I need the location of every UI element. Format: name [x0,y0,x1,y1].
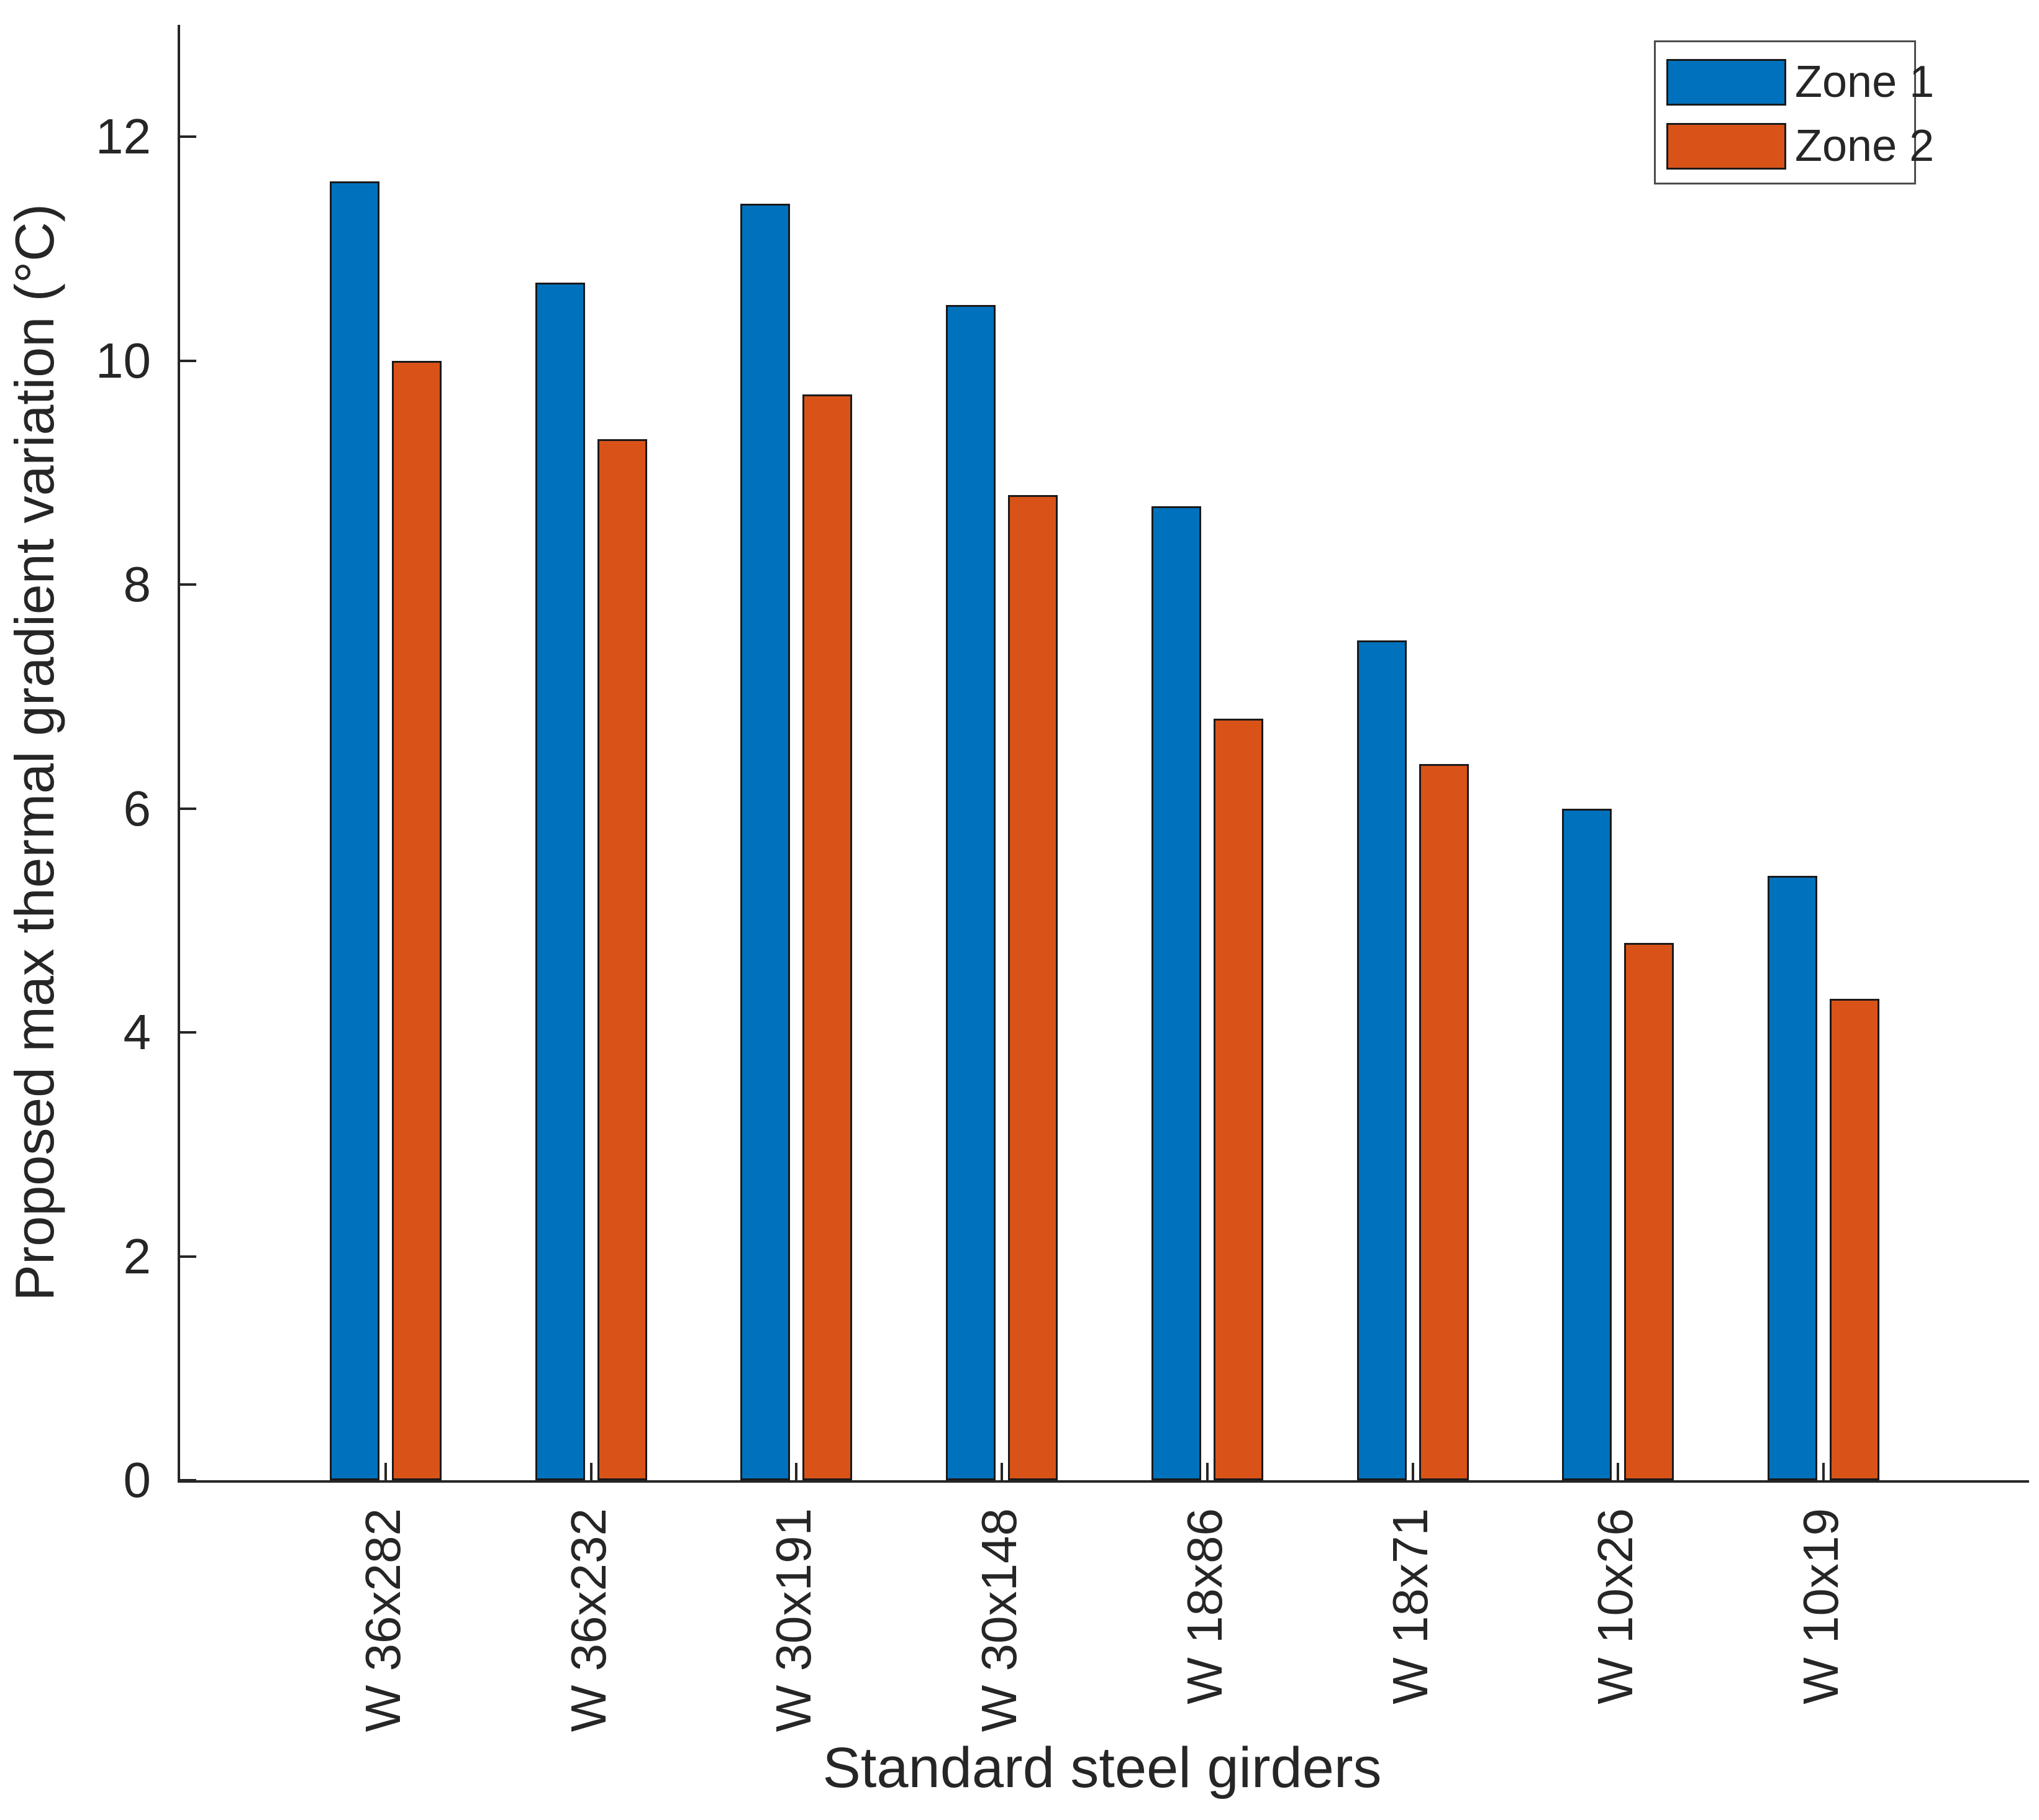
bar-zone-2-w-36x232 [597,439,647,1480]
x-category-label-w-30x148: W 30x148 [971,1508,1027,1732]
bar-zone-2-w-18x86 [1213,719,1263,1480]
bar-zone-1-w-18x86 [1151,506,1201,1480]
y-tick-label-8: 8 [123,557,152,612]
y-tick-label-12: 12 [96,109,151,165]
x-category-label-w-36x282: W 36x282 [355,1508,411,1732]
legend-label-zone-1: Zone 1 [1795,57,1935,107]
y-tick-8 [180,583,196,586]
legend-swatch-zone-2 [1666,123,1786,170]
legend-swatch-zone-1 [1666,59,1786,106]
y-tick-10 [180,359,196,362]
plot-area [178,25,2029,1483]
x-tick-w-36x232 [589,1463,593,1480]
bar-zone-1-w-36x282 [329,181,379,1480]
bar-zone-2-w-10x19 [1830,999,1880,1480]
bar-zone-2-w-36x282 [391,360,442,1480]
x-category-label-w-36x232: W 36x232 [560,1508,616,1732]
bar-zone-1-w-36x232 [535,282,585,1480]
x-category-label-w-10x26: W 10x26 [1587,1508,1643,1704]
y-tick-label-6: 6 [123,780,152,836]
x-tick-w-10x26 [1617,1463,1620,1480]
x-category-label-w-10x19: W 10x19 [1793,1508,1849,1704]
y-tick-2 [180,1255,196,1258]
x-tick-w-36x282 [384,1463,387,1480]
y-tick-12 [180,135,196,139]
x-tick-w-10x19 [1822,1463,1825,1480]
x-category-label-w-18x86: W 18x86 [1176,1508,1232,1704]
legend-label-zone-2: Zone 2 [1795,121,1935,171]
x-axis-label: Standard steel girders [822,1736,1382,1800]
x-category-label-w-30x191: W 30x191 [766,1508,822,1732]
y-tick-6 [180,807,196,810]
bar-zone-2-w-10x26 [1624,942,1674,1480]
y-tick-label-0: 0 [123,1452,152,1508]
bar-zone-1-w-30x148 [946,304,996,1480]
bar-zone-1-w-18x71 [1356,640,1407,1480]
bar-zone-1-w-10x19 [1768,875,1818,1480]
x-tick-w-30x148 [1001,1463,1004,1480]
y-tick-label-4: 4 [123,1004,152,1060]
y-tick-label-2: 2 [123,1228,152,1284]
x-tick-w-30x191 [795,1463,798,1480]
x-tick-w-18x86 [1206,1463,1209,1480]
bar-zone-2-w-30x191 [802,394,853,1480]
bar-zone-2-w-30x148 [1008,494,1058,1480]
x-category-label-w-18x71: W 18x71 [1382,1508,1438,1704]
bar-zone-1-w-10x26 [1562,808,1612,1480]
bar-zone-2-w-18x71 [1419,763,1469,1480]
y-tick-4 [180,1031,196,1034]
y-tick-0 [180,1479,196,1481]
x-tick-w-18x71 [1411,1463,1414,1480]
y-tick-label-10: 10 [96,332,151,388]
legend: Zone 1 Zone 2 [1654,40,1934,184]
bar-zone-1-w-30x191 [740,204,791,1480]
